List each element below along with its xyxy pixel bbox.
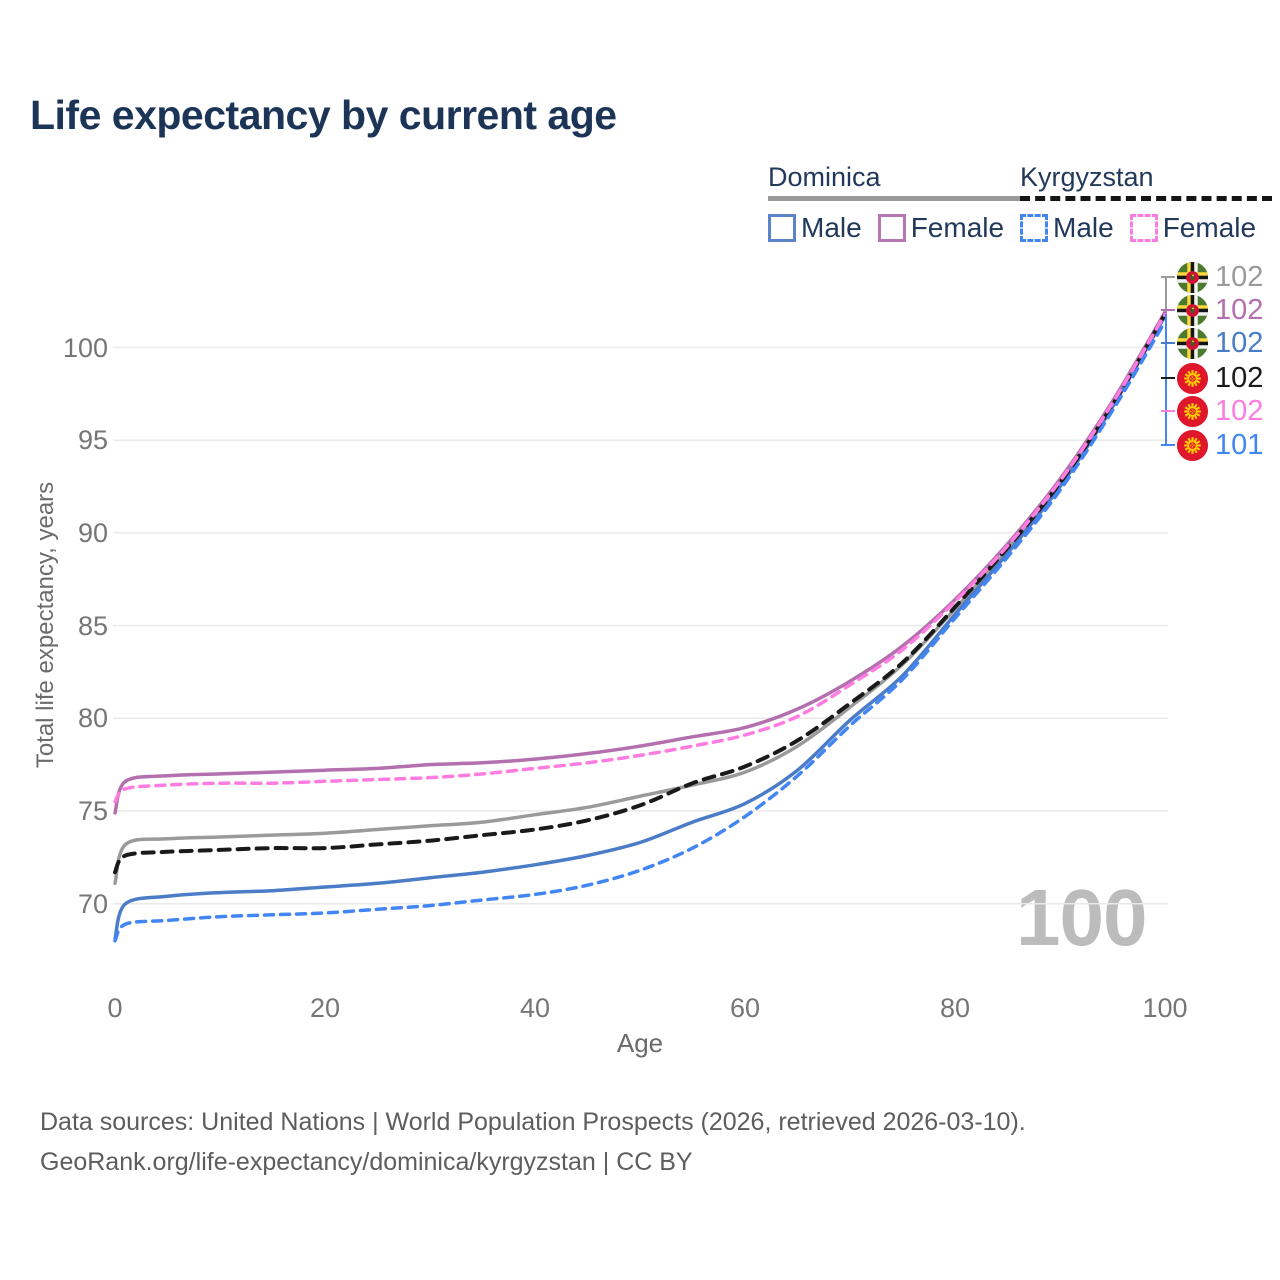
end-value: 101 bbox=[1215, 428, 1264, 461]
end-label-kyrgyzstan-total: 102 bbox=[1176, 361, 1263, 395]
legend-label: Male bbox=[1053, 212, 1114, 243]
x-tick-80: 80 bbox=[939, 993, 971, 1023]
age-watermark: 100 bbox=[1016, 873, 1147, 962]
y-tick-75: 75 bbox=[77, 796, 108, 826]
x-tick-0: 0 bbox=[107, 993, 123, 1023]
y-tick-90: 90 bbox=[77, 517, 108, 548]
end-value: 102 bbox=[1215, 394, 1264, 427]
x-tick-60: 60 bbox=[729, 993, 761, 1023]
dominica-female-swatch bbox=[877, 214, 906, 242]
end-value: 102 bbox=[1215, 293, 1264, 326]
series-line-kyrgyzstan-male[interactable] bbox=[113, 319, 1167, 943]
legend-header-kyrgyzstan: Kyrgyzstan bbox=[1020, 162, 1154, 192]
x-axis-title: Age bbox=[616, 1028, 664, 1058]
dominica-male-swatch bbox=[768, 214, 796, 242]
end-label-kyrgyzstan-male: 101 bbox=[1176, 428, 1263, 462]
series-line-kyrgyzstan-total[interactable] bbox=[113, 312, 1167, 875]
y-tick-85: 85 bbox=[77, 610, 108, 641]
footer-data-sources: Data sources: United Nations | World Pop… bbox=[40, 1108, 1026, 1136]
end-value: 102 bbox=[1215, 361, 1264, 394]
legend-label: Female bbox=[910, 212, 1005, 243]
end-label-kyrgyzstan-female: 102 bbox=[1176, 394, 1263, 428]
legend-item-kyrgyzstan-male[interactable]: Male bbox=[1020, 212, 1114, 244]
legend-underline-dashed bbox=[1020, 196, 1273, 201]
end-value: 102 bbox=[1215, 326, 1264, 359]
legend-item-dominica-male[interactable]: Male bbox=[768, 212, 862, 244]
y-tick-80: 80 bbox=[77, 703, 108, 734]
footer-attribution: GeoRank.org/life-expectancy/dominica/kyr… bbox=[40, 1148, 693, 1176]
y-tick-70: 70 bbox=[77, 888, 108, 919]
legend-header-dominica: Dominica bbox=[768, 162, 881, 192]
x-tick-40: 40 bbox=[519, 993, 551, 1023]
end-value: 102 bbox=[1215, 260, 1264, 293]
y-tick-100: 100 bbox=[62, 332, 108, 363]
y-tick-95: 95 bbox=[77, 425, 108, 456]
legend-group-dominica: Dominica Male Female bbox=[768, 162, 1021, 244]
legend-group-kyrgyzstan: Kyrgyzstan Male Female bbox=[1020, 162, 1273, 244]
series-line-dominica-female[interactable] bbox=[113, 310, 1167, 815]
end-label-dominica-female: 102 bbox=[1176, 293, 1263, 327]
legend-item-kyrgyzstan-female[interactable]: Female bbox=[1129, 212, 1257, 244]
series-line-dominica-total[interactable] bbox=[113, 310, 1167, 886]
series-line-kyrgyzstan-female[interactable] bbox=[113, 312, 1167, 804]
x-tick-100: 100 bbox=[1142, 993, 1188, 1023]
x-tick-20: 20 bbox=[309, 993, 341, 1023]
kyrgyzstan-male-swatch bbox=[1020, 214, 1048, 242]
legend-underline-solid bbox=[768, 196, 1021, 201]
legend-item-dominica-female[interactable]: Female bbox=[877, 212, 1005, 244]
series-line-dominica-male[interactable] bbox=[113, 314, 1167, 941]
legend-label: Female bbox=[1162, 212, 1257, 243]
kyrgyzstan-female-swatch bbox=[1129, 214, 1158, 242]
end-label-dominica-male: 102 bbox=[1176, 326, 1263, 360]
page-title: Life expectancy by current age bbox=[30, 92, 617, 138]
legend-label: Male bbox=[801, 212, 862, 243]
end-label-dominica-total: 102 bbox=[1176, 260, 1263, 294]
